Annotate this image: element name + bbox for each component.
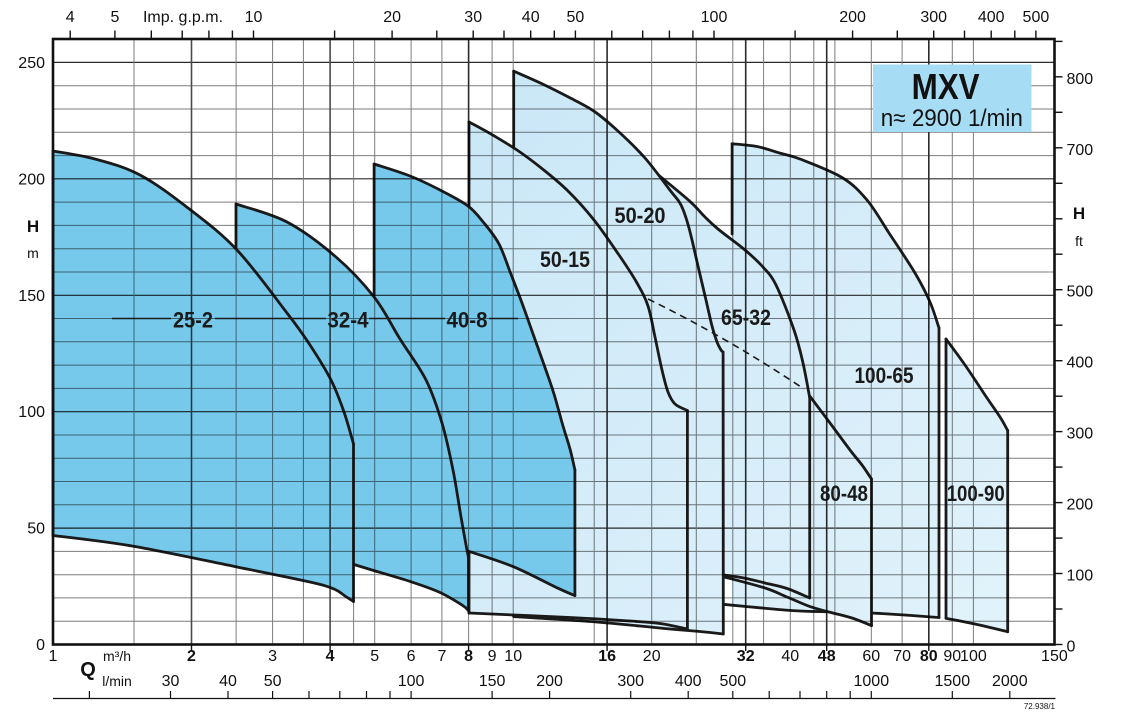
svg-text:100: 100 xyxy=(398,673,425,690)
svg-text:150: 150 xyxy=(479,673,506,690)
svg-text:100: 100 xyxy=(1067,568,1094,585)
svg-text:72.938/1: 72.938/1 xyxy=(1024,702,1056,711)
svg-text:n≈ 2900 1/min: n≈ 2900 1/min xyxy=(881,105,1023,132)
svg-text:6: 6 xyxy=(407,648,416,665)
svg-text:5: 5 xyxy=(370,648,379,665)
svg-text:70: 70 xyxy=(893,648,911,665)
svg-text:100: 100 xyxy=(701,9,728,26)
svg-text:40: 40 xyxy=(219,673,237,690)
svg-text:700: 700 xyxy=(1067,142,1094,159)
svg-text:300: 300 xyxy=(1067,426,1094,443)
svg-text:500: 500 xyxy=(719,673,746,690)
svg-text:150: 150 xyxy=(1041,648,1068,665)
svg-text:200: 200 xyxy=(536,673,563,690)
svg-text:100-90: 100-90 xyxy=(947,481,1005,506)
svg-text:3: 3 xyxy=(268,648,277,665)
svg-text:m³/h: m³/h xyxy=(103,648,131,664)
svg-text:l/min: l/min xyxy=(102,673,132,689)
svg-text:m: m xyxy=(27,245,39,261)
svg-text:100: 100 xyxy=(960,648,987,665)
svg-text:Q: Q xyxy=(80,659,96,681)
svg-text:60: 60 xyxy=(862,648,880,665)
svg-text:8: 8 xyxy=(464,648,473,665)
svg-text:80-48: 80-48 xyxy=(820,481,868,506)
svg-text:1500: 1500 xyxy=(935,673,971,690)
svg-text:40-8: 40-8 xyxy=(447,308,488,333)
svg-text:H: H xyxy=(27,217,39,236)
svg-text:200: 200 xyxy=(18,171,45,188)
svg-text:500: 500 xyxy=(1023,9,1050,26)
svg-text:H: H xyxy=(1073,204,1085,223)
svg-text:16: 16 xyxy=(598,648,616,665)
svg-text:200: 200 xyxy=(1067,497,1094,514)
svg-text:Imp. g.p.m.: Imp. g.p.m. xyxy=(143,9,223,26)
svg-text:4: 4 xyxy=(326,648,335,665)
svg-text:1000: 1000 xyxy=(854,673,890,690)
svg-text:200: 200 xyxy=(839,9,866,26)
svg-text:MXV: MXV xyxy=(912,66,980,107)
svg-text:0: 0 xyxy=(36,637,45,654)
svg-text:50-20: 50-20 xyxy=(615,203,666,228)
svg-text:80: 80 xyxy=(920,648,938,665)
svg-text:300: 300 xyxy=(920,9,947,26)
svg-text:4: 4 xyxy=(66,9,75,26)
svg-text:30: 30 xyxy=(464,9,482,26)
svg-text:30: 30 xyxy=(162,673,180,690)
svg-text:10: 10 xyxy=(245,9,263,26)
svg-text:100-65: 100-65 xyxy=(855,363,914,388)
svg-text:1: 1 xyxy=(49,648,58,665)
svg-text:10: 10 xyxy=(504,648,522,665)
svg-text:400: 400 xyxy=(675,673,702,690)
svg-text:20: 20 xyxy=(643,648,661,665)
svg-text:50: 50 xyxy=(27,521,45,538)
svg-text:50: 50 xyxy=(264,673,282,690)
svg-text:0: 0 xyxy=(1067,639,1076,656)
svg-text:300: 300 xyxy=(617,673,644,690)
svg-text:20: 20 xyxy=(383,9,401,26)
svg-text:500: 500 xyxy=(1067,284,1094,301)
svg-text:2: 2 xyxy=(187,648,196,665)
svg-text:9: 9 xyxy=(488,648,497,665)
svg-text:50: 50 xyxy=(567,9,585,26)
svg-text:32-4: 32-4 xyxy=(328,308,370,333)
svg-text:7: 7 xyxy=(437,648,446,665)
svg-text:40: 40 xyxy=(522,9,540,26)
svg-text:250: 250 xyxy=(18,55,45,72)
svg-text:400: 400 xyxy=(1067,355,1094,372)
svg-text:2000: 2000 xyxy=(992,673,1028,690)
svg-text:ft: ft xyxy=(1075,233,1083,249)
svg-text:800: 800 xyxy=(1067,71,1094,88)
svg-text:400: 400 xyxy=(978,9,1005,26)
svg-text:50-15: 50-15 xyxy=(540,247,590,272)
svg-text:90: 90 xyxy=(943,648,961,665)
svg-text:25-2: 25-2 xyxy=(173,308,213,333)
svg-text:40: 40 xyxy=(781,648,799,665)
svg-text:65-32: 65-32 xyxy=(721,305,771,330)
svg-text:48: 48 xyxy=(818,648,836,665)
svg-text:150: 150 xyxy=(18,288,45,305)
svg-text:5: 5 xyxy=(110,9,119,26)
svg-text:32: 32 xyxy=(737,648,755,665)
svg-text:100: 100 xyxy=(18,404,45,421)
